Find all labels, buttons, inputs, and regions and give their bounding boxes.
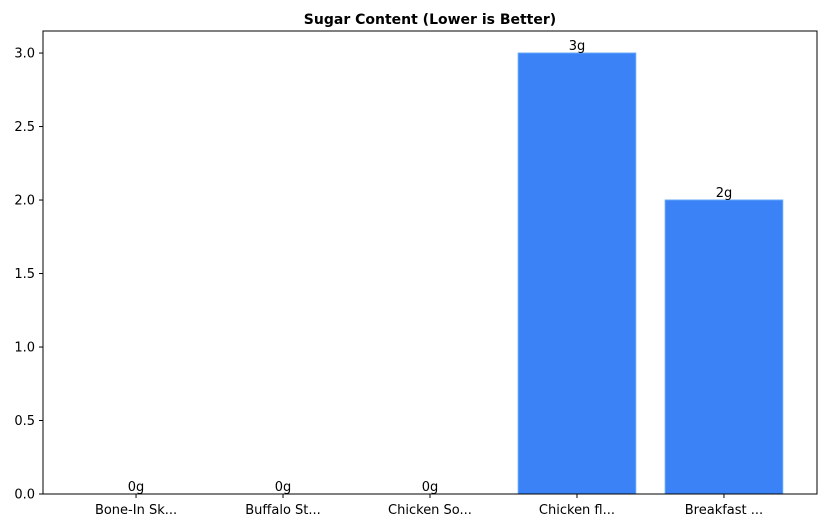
chart-title: Sugar Content (Lower is Better) [304,12,556,28]
x-tick-label: Chicken So... [388,503,472,518]
y-tick-label: 1.0 [14,341,35,356]
x-tick-label: Chicken fl... [539,503,615,518]
y-tick-label: 1.5 [14,267,35,282]
x-tick-label: Bone-In Sk... [95,503,177,518]
x-tick-label: Buffalo St... [245,503,321,518]
plot-frame [42,30,818,495]
y-tick-label: 0.5 [14,414,35,429]
y-tick-label: 2.5 [14,120,35,135]
data-label: 0g [128,480,145,495]
y-tick-label: 3.0 [14,47,35,62]
data-label: 3g [569,39,586,54]
data-label: 0g [422,480,439,495]
bar [664,199,784,495]
y-tick-label: 2.0 [14,194,35,209]
data-label: 0g [275,480,292,495]
data-label: 2g [716,186,733,201]
bar [517,52,637,495]
y-tick-label: 0.0 [14,488,35,503]
x-tick-label: Breakfast ... [685,503,763,518]
